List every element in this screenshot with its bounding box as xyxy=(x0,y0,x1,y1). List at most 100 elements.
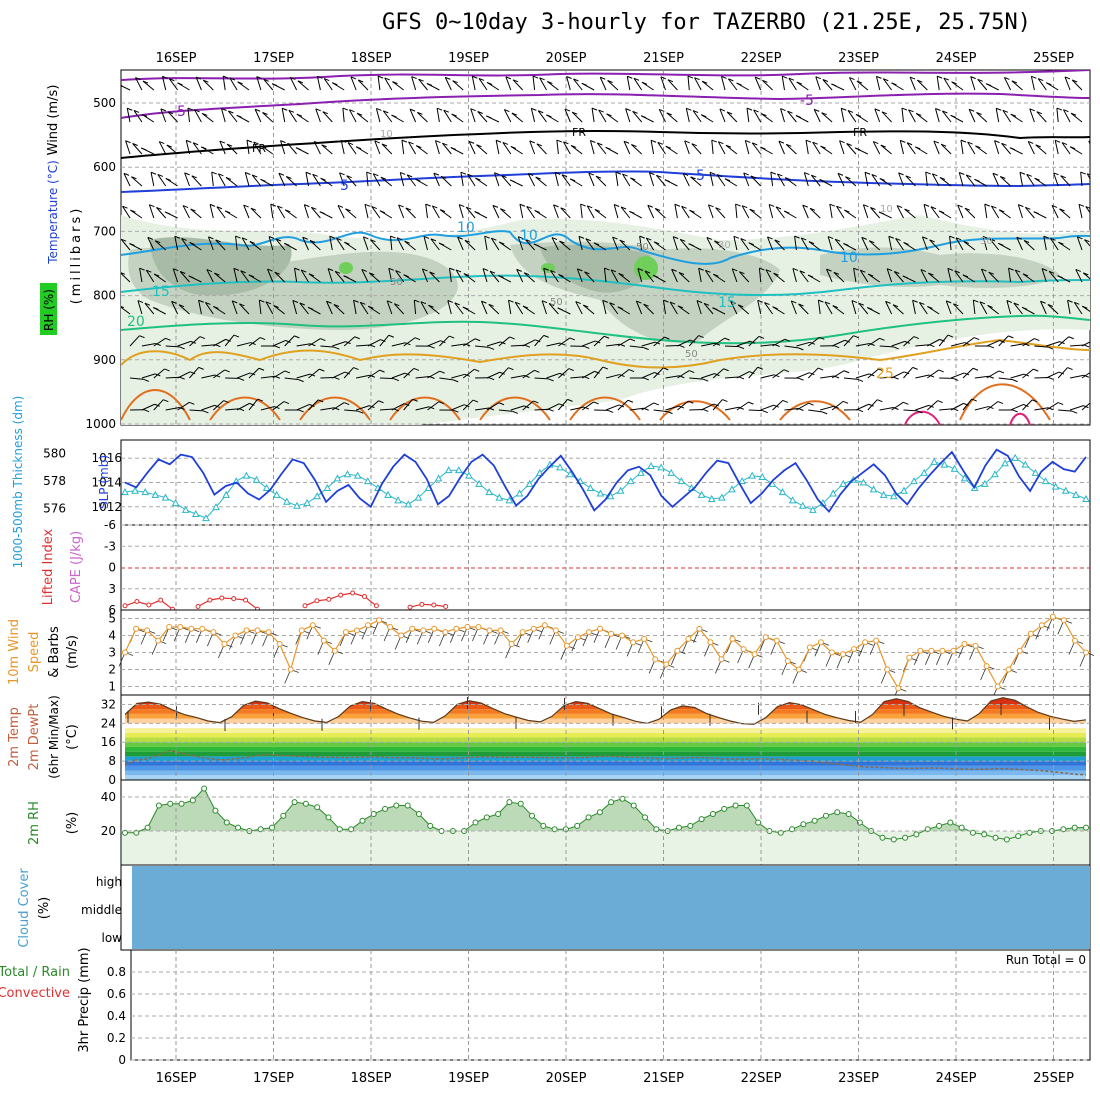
ytick-label: -3 xyxy=(104,539,116,553)
wind-barb xyxy=(326,301,333,315)
ytick-label: 16 xyxy=(101,735,116,749)
wind-barb xyxy=(217,173,226,187)
wind-barb xyxy=(999,340,1005,343)
wind-barb xyxy=(463,273,470,277)
wind-barb xyxy=(379,334,390,347)
wind-barb xyxy=(964,342,970,346)
wind-barb xyxy=(201,344,216,347)
wind-barb xyxy=(947,268,952,283)
wind-barb xyxy=(239,303,245,307)
wind-barb xyxy=(527,173,534,177)
wind-barb xyxy=(871,173,877,177)
rh2m-point xyxy=(630,802,637,809)
wind-barb xyxy=(1017,204,1023,219)
wind-barb xyxy=(379,377,394,380)
wind-barb xyxy=(677,400,689,411)
wind-barb xyxy=(653,241,666,251)
wind-barb xyxy=(391,372,406,379)
wind-barb xyxy=(894,271,900,274)
wind-barb xyxy=(580,204,583,219)
wind10-point xyxy=(696,625,703,632)
wind-barb xyxy=(355,405,370,411)
thickness-point xyxy=(566,470,574,478)
temp-band xyxy=(125,765,1086,771)
wind-barb xyxy=(233,334,240,338)
wind-barb xyxy=(1064,76,1071,80)
wind-barb xyxy=(819,336,825,340)
wind-barb xyxy=(564,108,571,123)
wind-barb xyxy=(353,300,357,315)
wind-barb xyxy=(730,301,738,315)
wind-barb xyxy=(981,268,987,272)
wind-barb xyxy=(246,140,250,155)
wind-barb xyxy=(749,208,762,219)
wind-barb xyxy=(308,338,321,347)
wind-barb xyxy=(380,176,393,187)
wind-barb xyxy=(867,273,880,283)
thickness-point xyxy=(293,501,301,509)
wind-barb xyxy=(146,269,152,273)
wind-barb xyxy=(573,78,583,91)
thickness-point xyxy=(748,471,757,479)
rh2m-point xyxy=(359,817,366,824)
wind-barb xyxy=(470,108,476,123)
wind-barb xyxy=(499,371,505,375)
wind-barb xyxy=(929,344,935,348)
wind-barb xyxy=(796,341,811,347)
wind-barb xyxy=(615,172,619,187)
wind-barb xyxy=(391,403,405,411)
thickness-point xyxy=(1041,477,1050,485)
wind-barb xyxy=(976,112,988,123)
wind-barb xyxy=(442,142,448,146)
wind-barb xyxy=(267,268,274,283)
wind-barb xyxy=(938,210,945,214)
wind10-point xyxy=(740,646,747,653)
wind-barb xyxy=(1030,76,1035,91)
wind-barb xyxy=(805,140,809,155)
wind-barb xyxy=(831,400,844,411)
lifted-index-point xyxy=(243,597,249,603)
wind-barb xyxy=(700,403,715,411)
wind-barb xyxy=(637,268,643,283)
wind-barb xyxy=(748,366,759,379)
wind10-point xyxy=(906,654,913,661)
wind-barb xyxy=(665,405,680,411)
wind-barb xyxy=(743,172,749,176)
wind-barb xyxy=(546,342,561,347)
wind-barb xyxy=(730,300,736,304)
wind-barb xyxy=(659,108,665,112)
wind-barb xyxy=(737,304,744,308)
wind-barb xyxy=(219,140,226,155)
wind-barb xyxy=(973,337,980,340)
wind-barb xyxy=(627,399,634,403)
wind-barb xyxy=(390,235,396,239)
wind-barb xyxy=(396,237,405,251)
wind10-point xyxy=(630,639,637,646)
wind-barb xyxy=(1085,206,1090,214)
thickness-point xyxy=(141,488,150,496)
wind-barb xyxy=(1024,207,1035,219)
wind-barb xyxy=(954,270,964,283)
wind-barb xyxy=(837,172,844,176)
thickness-point xyxy=(535,468,544,476)
wind-barb xyxy=(280,140,286,144)
wind-barb xyxy=(178,304,190,315)
temp2m-line xyxy=(124,697,1087,725)
wind-barb xyxy=(920,269,928,283)
ytick-label: 500 xyxy=(93,96,116,110)
wind-barb xyxy=(278,172,285,176)
wind-barb xyxy=(447,299,454,303)
contour-label: 5 xyxy=(696,168,705,184)
wind-barb xyxy=(868,403,874,407)
wind-barb xyxy=(515,301,521,305)
wind-barb xyxy=(582,304,595,315)
wind10-point xyxy=(784,658,791,664)
ytick-label: 900 xyxy=(93,353,116,367)
thickness-point xyxy=(657,463,665,471)
contour-label: 15 xyxy=(718,295,736,311)
wind-barb xyxy=(192,142,199,146)
contour-label: 10 xyxy=(380,129,393,140)
wind-barb xyxy=(677,305,690,315)
wind-barb xyxy=(672,236,678,251)
wind-barb xyxy=(529,140,536,155)
